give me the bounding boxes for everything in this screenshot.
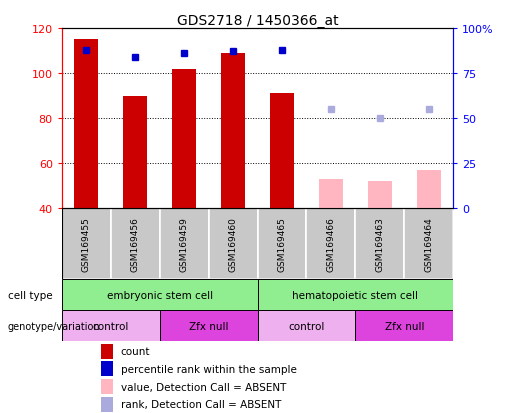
Bar — [101, 362, 113, 377]
Text: GSM169466: GSM169466 — [327, 217, 335, 272]
Bar — [368, 182, 392, 209]
Title: GDS2718 / 1450366_at: GDS2718 / 1450366_at — [177, 14, 338, 28]
Text: genotype/variation: genotype/variation — [8, 321, 100, 331]
Text: cell type: cell type — [8, 290, 53, 300]
Bar — [62, 280, 258, 311]
Bar — [221, 54, 245, 209]
Text: GSM169463: GSM169463 — [375, 217, 384, 272]
Bar — [101, 379, 113, 394]
Bar — [258, 311, 355, 342]
Text: GSM169456: GSM169456 — [131, 217, 140, 272]
Text: control: control — [288, 321, 324, 331]
Bar — [160, 311, 258, 342]
Text: Zfx null: Zfx null — [189, 321, 228, 331]
Bar — [209, 209, 258, 280]
Bar — [270, 94, 294, 209]
Bar — [355, 311, 453, 342]
Text: value, Detection Call = ABSENT: value, Detection Call = ABSENT — [121, 382, 286, 392]
Bar — [258, 209, 306, 280]
Bar — [62, 311, 160, 342]
Bar — [355, 209, 404, 280]
Text: GSM169455: GSM169455 — [82, 217, 91, 272]
Text: percentile rank within the sample: percentile rank within the sample — [121, 364, 297, 374]
Bar — [123, 96, 147, 209]
Text: embryonic stem cell: embryonic stem cell — [107, 290, 213, 300]
Bar — [160, 209, 209, 280]
Bar — [74, 40, 98, 209]
Bar — [404, 209, 453, 280]
Text: count: count — [121, 347, 150, 356]
Text: GSM169465: GSM169465 — [278, 217, 286, 272]
Text: hematopoietic stem cell: hematopoietic stem cell — [293, 290, 418, 300]
Bar — [62, 209, 111, 280]
Text: control: control — [93, 321, 129, 331]
Bar — [417, 171, 441, 209]
Bar — [111, 209, 160, 280]
Text: GSM169459: GSM169459 — [180, 217, 188, 272]
Bar — [319, 180, 343, 209]
Bar — [172, 69, 196, 209]
Bar — [306, 209, 355, 280]
Text: Zfx null: Zfx null — [385, 321, 424, 331]
Text: GSM169464: GSM169464 — [424, 217, 433, 272]
Bar — [258, 280, 453, 311]
Bar — [101, 344, 113, 359]
Text: GSM169460: GSM169460 — [229, 217, 237, 272]
Bar — [101, 397, 113, 412]
Text: rank, Detection Call = ABSENT: rank, Detection Call = ABSENT — [121, 399, 281, 409]
